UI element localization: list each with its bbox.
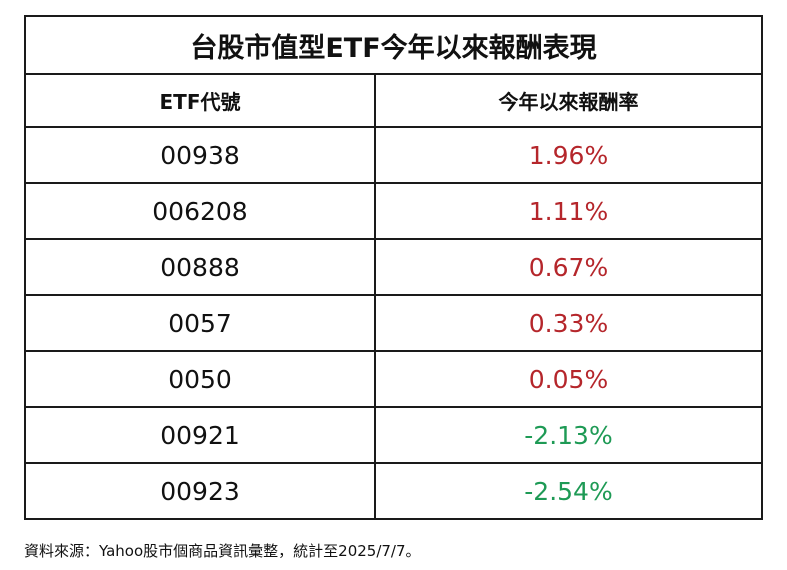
table-row: 006208 1.11%	[24, 182, 763, 240]
etf-return-table-container: 台股市值型ETF今年以來報酬表現 ETF代號 今年以來報酬率 00938 1.9…	[24, 15, 763, 527]
etf-code-cell: 00888	[24, 238, 376, 296]
source-note: 資料來源：Yahoo股市個商品資訊彙整，統計至2025/7/7。	[24, 542, 421, 560]
table-title: 台股市值型ETF今年以來報酬表現	[24, 15, 763, 75]
header-etf-code: ETF代號	[24, 73, 376, 128]
return-cell: -2.13%	[374, 406, 763, 464]
header-ytd-return: 今年以來報酬率	[374, 73, 763, 128]
return-cell: -2.54%	[374, 462, 763, 520]
return-cell: 1.96%	[374, 126, 763, 184]
etf-code-cell: 00921	[24, 406, 376, 464]
etf-code-cell: 0057	[24, 294, 376, 352]
return-cell: 0.67%	[374, 238, 763, 296]
table-row: 00923 -2.54%	[24, 462, 763, 520]
table-row: 00921 -2.13%	[24, 406, 763, 464]
table-title-row: 台股市值型ETF今年以來報酬表現	[24, 15, 763, 75]
etf-code-cell: 006208	[24, 182, 376, 240]
table-row: 0057 0.33%	[24, 294, 763, 352]
etf-code-cell: 00923	[24, 462, 376, 520]
table-header-row: ETF代號 今年以來報酬率	[24, 73, 763, 128]
table-row: 00938 1.96%	[24, 126, 763, 184]
table-row: 0050 0.05%	[24, 350, 763, 408]
return-cell: 0.05%	[374, 350, 763, 408]
etf-code-cell: 0050	[24, 350, 376, 408]
return-cell: 0.33%	[374, 294, 763, 352]
etf-code-cell: 00938	[24, 126, 376, 184]
etf-return-table: 台股市值型ETF今年以來報酬表現 ETF代號 今年以來報酬率 00938 1.9…	[24, 15, 763, 520]
table-row: 00888 0.67%	[24, 238, 763, 296]
return-cell: 1.11%	[374, 182, 763, 240]
